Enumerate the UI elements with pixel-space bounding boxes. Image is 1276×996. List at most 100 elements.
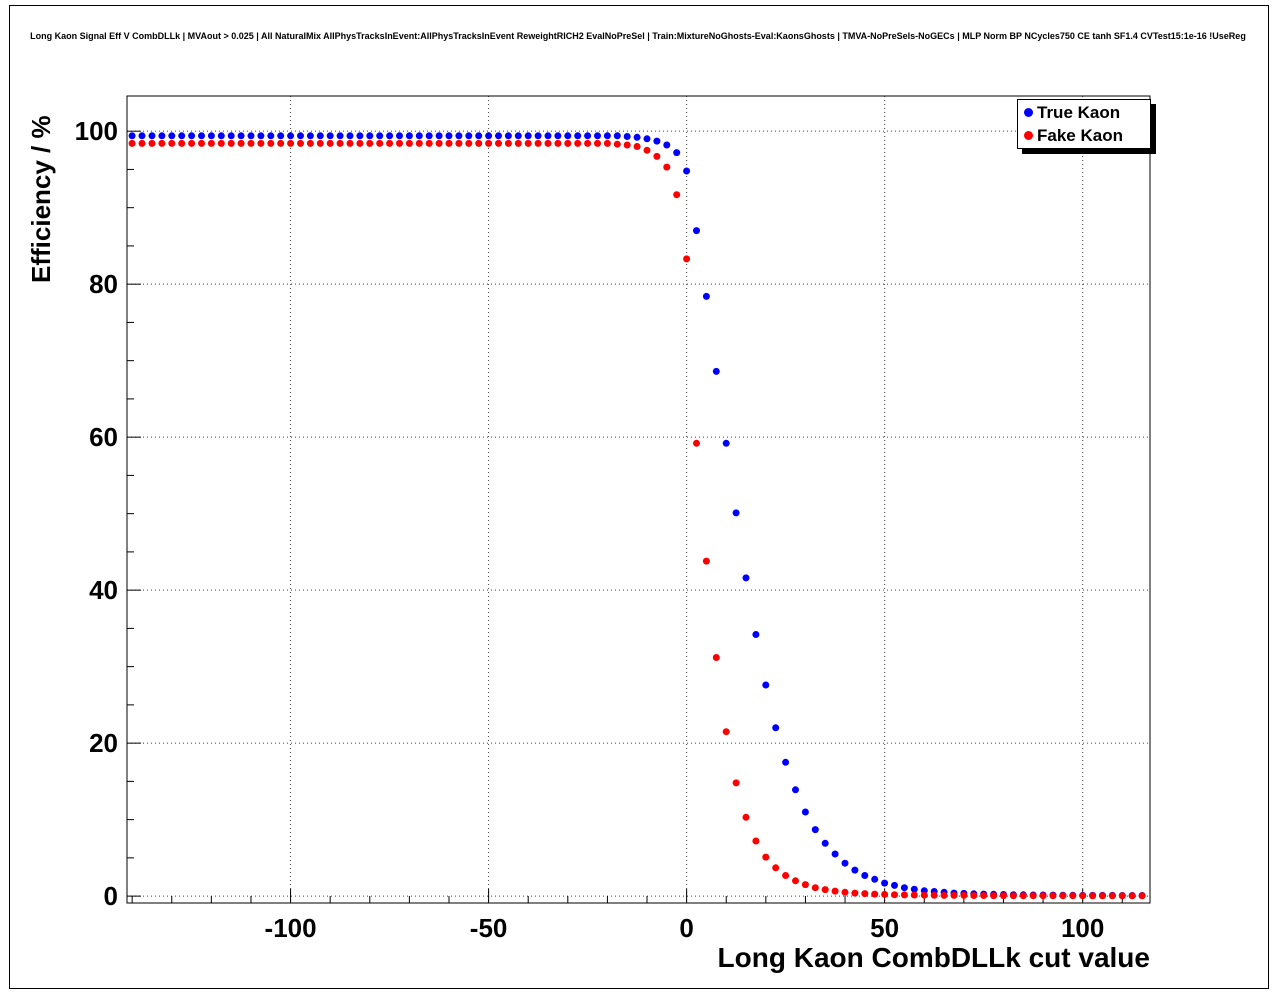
data-point [653,152,661,160]
data-point [465,139,473,147]
gridlines [127,96,1150,903]
data-point [356,132,364,140]
data-point [603,139,611,147]
data-point [485,132,493,140]
data-point [277,132,285,140]
data-point [217,132,225,140]
data-point [772,864,780,872]
legend-entry: True Kaon [1018,101,1150,124]
data-point [574,132,582,140]
y-tick-label: 80 [89,269,118,299]
data-point [663,141,671,149]
data-point [405,139,413,147]
data-point [752,631,760,638]
data-point [623,141,631,149]
data-point [762,681,770,689]
data-point [158,139,166,147]
data-point [613,140,621,148]
data-point [356,139,364,147]
data-point [425,132,433,140]
legend-label: True Kaon [1037,103,1121,122]
data-point [198,132,205,140]
data-point [138,139,146,147]
x-tick-label: 0 [679,913,693,943]
data-point [712,654,720,661]
data-point [693,227,700,235]
data-point [762,853,770,861]
data-point [227,132,235,140]
data-point [178,139,186,147]
data-point [940,891,948,899]
data-point [326,139,334,147]
data-point [891,881,898,889]
data-point [316,139,324,147]
data-point [603,132,611,140]
data-point [297,132,304,140]
data-point [584,132,592,140]
data-point [564,139,572,147]
data-point [683,167,691,175]
data-point [732,509,740,517]
data-point [584,139,592,147]
data-point [851,889,859,897]
legend-marker-icon [1024,108,1033,117]
data-point [346,132,354,140]
data-point [475,139,483,147]
data-point [366,132,374,140]
data-point [514,139,522,147]
data-point [663,163,671,171]
data-point [247,132,255,140]
data-point [267,139,275,147]
data-point [722,728,730,736]
data-point [554,132,562,140]
data-point [1049,892,1057,900]
x-tick-label: -50 [470,913,508,943]
data-point [1039,892,1047,900]
data-point [554,139,562,147]
data-point [1089,892,1097,900]
data-point [336,132,344,140]
data-point [207,132,215,140]
data-point [475,132,483,140]
x-tick-label: 50 [870,913,899,943]
plot-frame [126,95,1151,904]
x-tick-labels: -100 -50 0 50 100 [265,913,1105,943]
data-point [801,881,809,889]
y-tick-labels: 0 20 40 60 80 100 [75,116,118,911]
data-point [900,891,908,899]
data-point [316,132,324,140]
data-point [1118,892,1126,900]
series-fake-kaon [128,139,1146,900]
data-point [643,146,651,154]
data-point [485,139,493,147]
data-point [1099,892,1106,900]
data-point [792,877,799,885]
data-point [564,132,572,140]
legend-marker-icon [1024,131,1033,140]
y-tick-label: 60 [89,422,118,452]
data-point [702,557,710,565]
data-point [435,132,443,140]
data-point [693,439,700,447]
y-tick-label: 0 [104,881,118,911]
data-point [386,139,394,147]
data-point [188,139,196,147]
data-point [861,890,869,898]
data-point [237,132,245,140]
data-point [1128,892,1136,900]
data-point [277,139,285,147]
data-point [415,139,423,147]
data-point [257,132,265,140]
data-point [594,132,601,140]
data-point [801,808,809,816]
data-point [722,439,730,447]
data-point [148,139,156,147]
data-point [287,139,295,147]
data-point [544,132,552,140]
data-point [831,850,839,858]
data-point [930,891,938,899]
data-point [1108,892,1116,900]
data-point [1069,892,1077,900]
data-point [514,132,522,140]
